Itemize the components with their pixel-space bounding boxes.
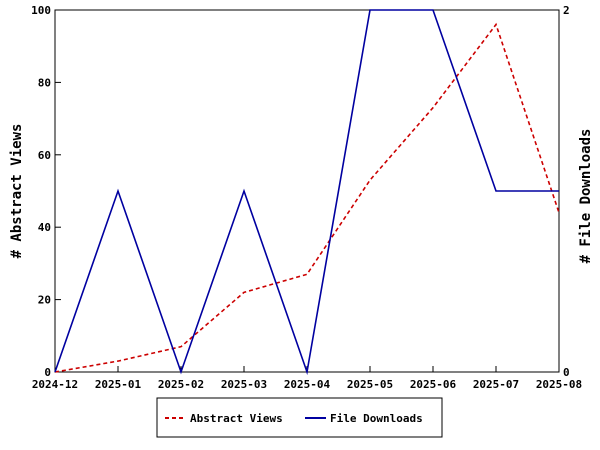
x-tick-label: 2025-03 xyxy=(221,378,267,391)
x-tick-label: 2025-01 xyxy=(95,378,142,391)
x-tick-label: 2025-04 xyxy=(284,378,331,391)
y-right-tick-label: 0 xyxy=(563,366,570,379)
legend-label-abstract-views: Abstract Views xyxy=(190,412,283,425)
y-left-tick-label: 60 xyxy=(38,149,51,162)
series-lines xyxy=(54,9,560,376)
y-left-tick-label: 80 xyxy=(38,76,51,89)
tick-labels: 2024-12 2025-01 2025-02 2025-03 2025-04 2025-… xyxy=(31,4,582,391)
y-left-tick-label: 100 xyxy=(31,4,51,17)
plot-area xyxy=(54,9,560,373)
x-tick-label: 2025-08 xyxy=(536,378,582,391)
axis-ticks xyxy=(54,9,560,373)
x-tick-label: 2025-02 xyxy=(158,378,204,391)
x-tick-label: 2025-06 xyxy=(410,378,457,391)
y-left-tick-label: 40 xyxy=(38,221,51,234)
y-axis-left-label: # Abstract Views xyxy=(9,124,25,259)
legend-box xyxy=(156,397,443,438)
series-line-abstract-views xyxy=(54,22,560,373)
y-left-tick-label: 20 xyxy=(38,294,51,307)
legend-label-file-downloads: File Downloads xyxy=(330,412,423,425)
y-left-tick-label: 0 xyxy=(44,366,51,379)
legend: Abstract Views File Downloads xyxy=(156,397,443,438)
y-right-tick-label: 2 xyxy=(563,4,570,17)
x-tick-label: 2024-12 xyxy=(32,378,78,391)
x-tick-label: 2025-07 xyxy=(473,378,519,391)
series-line-file-downloads xyxy=(54,9,559,376)
y-axis-right-label: # File Downloads xyxy=(578,129,594,264)
x-tick-label: 2025-05 xyxy=(347,378,393,391)
